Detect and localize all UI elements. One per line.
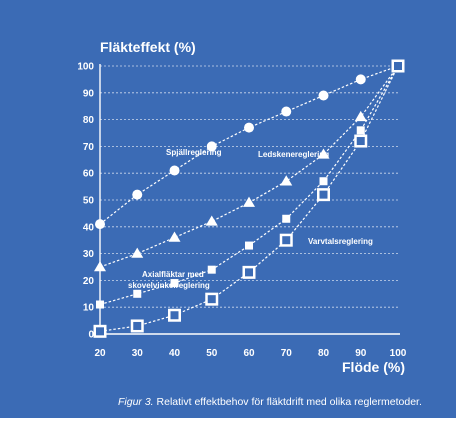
data-point-hollow-square-inner: [170, 311, 179, 320]
data-point-square: [133, 289, 142, 298]
data-point-square: [319, 177, 328, 186]
y-tick-label: 100: [77, 62, 94, 73]
data-point-triangle: [168, 231, 181, 242]
data-point-circle: [355, 74, 366, 85]
y-tick-label: 10: [83, 303, 95, 314]
data-point-hollow-square-inner: [133, 321, 142, 330]
y-tick-label: 40: [83, 222, 95, 233]
data-point-circle: [95, 219, 105, 230]
figure-caption: Figur 3. Relativt effektbehov för fläktd…: [118, 396, 448, 408]
annotation-varvtalsreglering: Varvtalsreglering: [308, 237, 373, 246]
labels: Fläkteffekt (%) Flöde (%) Spjällreglerin…: [100, 39, 405, 375]
data-point-square: [245, 241, 253, 250]
data-point-hollow-square-inner: [356, 137, 365, 146]
x-tick-label: 90: [355, 348, 367, 359]
data-point-circle: [169, 165, 180, 176]
axes: 0 10 20 30 40 50 60 70 80 90 100 20 30 40 50 60 70 80 90 10…: [77, 62, 406, 360]
data-point-triangle: [205, 215, 218, 226]
data-point-circle: [206, 141, 217, 152]
x-tick-label: 40: [169, 348, 181, 359]
data-point-triangle: [280, 175, 293, 186]
data-point-square: [96, 300, 104, 309]
series-3: [93, 59, 405, 338]
x-tick-label: 20: [94, 348, 106, 359]
data-point-circle: [132, 189, 143, 200]
annotation-ledskenereglering: Ledskenereglering: [258, 150, 329, 159]
data-point-hollow-square-inner: [282, 236, 291, 245]
y-tick-label: 50: [83, 196, 95, 207]
x-tick-label: 80: [318, 348, 330, 359]
y-tick-label: 30: [83, 249, 95, 260]
y-tick-label: 90: [83, 88, 95, 99]
data-point-triangle: [317, 148, 330, 159]
data-point-hollow-square-inner: [319, 190, 328, 199]
data-point-circle: [281, 106, 292, 117]
x-tick-label: 100: [390, 348, 407, 359]
x-tick-label: 70: [281, 348, 293, 359]
x-tick-label: 50: [206, 348, 218, 359]
data-point-hollow-square-inner: [394, 62, 402, 70]
data-point-triangle: [131, 247, 144, 258]
data-point-hollow-square-inner: [96, 327, 104, 336]
y-tick-label: 80: [83, 115, 95, 126]
caption-figure-label: Figur 3.: [118, 396, 154, 408]
series-line: [99, 65, 399, 306]
annotation-axialflaktar-line2: skovelvinkelreglering: [128, 281, 210, 290]
y-axis-title: Fläkteffekt (%): [100, 39, 196, 55]
data-point-square: [170, 279, 179, 288]
caption-text: Relativt effektbehov för fläktdrift med …: [153, 396, 422, 408]
data-point-square: [282, 214, 291, 223]
series-2: [96, 62, 402, 309]
x-tick-label: 30: [132, 348, 144, 359]
data-point-circle: [318, 90, 329, 101]
data-point-triangle: [243, 196, 255, 207]
annotation-spjallreglering: Spjällreglering: [166, 148, 222, 157]
data-point-hollow-square-inner: [245, 268, 253, 277]
data-point-triangle: [94, 261, 106, 272]
series-group: [93, 59, 405, 338]
x-tick-label: 60: [243, 348, 255, 359]
y-tick-label: 60: [83, 169, 95, 180]
x-axis-title: Flöde (%): [342, 359, 405, 375]
data-point-square: [207, 265, 216, 274]
data-point-circle: [244, 122, 254, 133]
data-point-triangle: [354, 110, 367, 122]
y-tick-label: 70: [83, 142, 95, 153]
y-tick-label: 20: [83, 276, 95, 287]
data-point-hollow-square-inner: [207, 295, 216, 304]
data-point-square: [356, 126, 365, 135]
y-tick-label: 0: [88, 330, 94, 341]
annotation-axialflaktar-line1: Axialfläktar med: [142, 270, 204, 279]
